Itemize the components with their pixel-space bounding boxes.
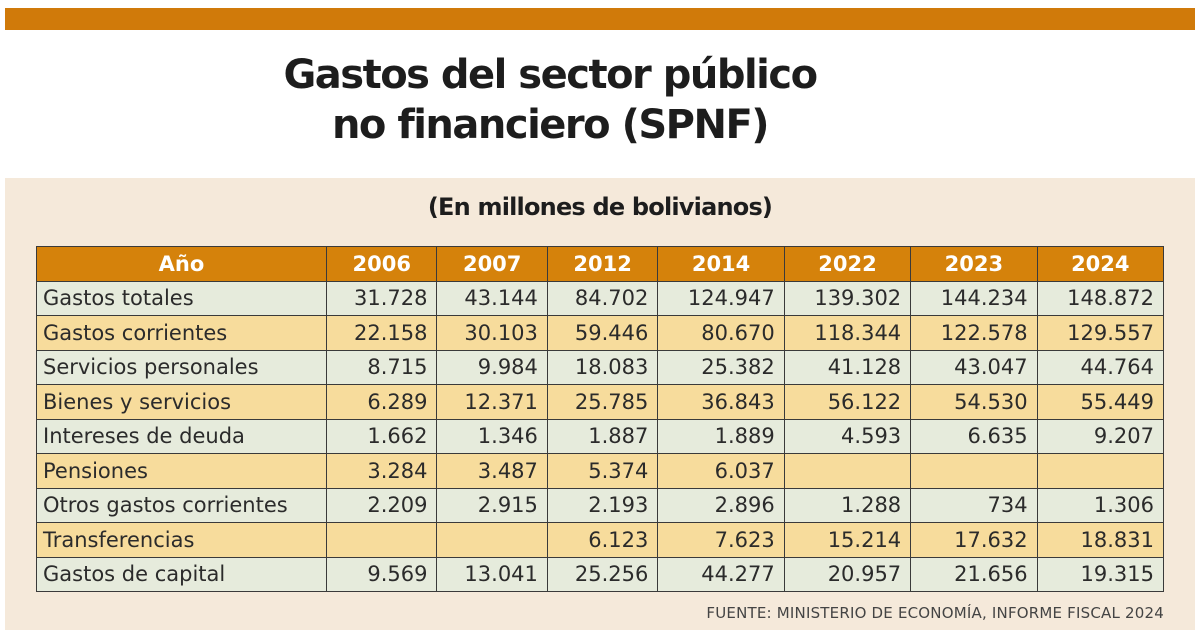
value-cell: 3.284 <box>325 453 438 489</box>
value-cell: 15.214 <box>783 522 912 558</box>
header-row: Año 2006 2007 2012 2014 2022 2023 2024 <box>36 246 1165 282</box>
header-cell-year: 2023 <box>910 246 1038 282</box>
value-cell: 6.037 <box>657 453 785 489</box>
row-label: Gastos corrientes <box>36 315 327 351</box>
value-cell: 124.947 <box>657 280 785 316</box>
row-label: Pensiones <box>36 453 327 489</box>
value-cell: 54.530 <box>910 384 1038 420</box>
row-label: Gastos de capital <box>36 556 327 592</box>
value-cell: 17.632 <box>910 522 1038 558</box>
title-line-2: no financiero (SPNF) <box>331 102 770 148</box>
value-cell: 31.728 <box>325 280 438 316</box>
value-cell: 25.382 <box>657 349 785 385</box>
value-cell: 4.593 <box>783 418 912 454</box>
value-cell: 1.346 <box>436 418 548 454</box>
value-cell: 6.123 <box>546 522 659 558</box>
row-label: Intereses de deuda <box>36 418 327 454</box>
table-row: Bienes y servicios 6.289 12.371 25.785 36.84… <box>36 384 1165 420</box>
value-cell: 139.302 <box>783 280 912 316</box>
value-cell: 55.449 <box>1036 384 1165 420</box>
value-cell: 19.315 <box>1036 556 1165 592</box>
value-cell: 1.889 <box>657 418 785 454</box>
value-cell: 20.957 <box>783 556 912 592</box>
value-cell: 2.209 <box>325 487 438 523</box>
value-cell: 25.785 <box>546 384 659 420</box>
header-cell-year: 2007 <box>436 246 548 282</box>
table-row: Gastos de capital 9.569 13.041 25.256 44.277… <box>36 556 1165 592</box>
value-cell: 41.128 <box>783 349 912 385</box>
table-row: Intereses de deuda 1.662 1.346 1.887 1.889 4.… <box>36 418 1165 454</box>
table-row: Gastos totales 31.728 43.144 84.702 124.947 1… <box>36 280 1165 316</box>
value-cell: 18.083 <box>546 349 659 385</box>
header-cell-label: Año <box>36 246 327 282</box>
value-cell: 3.487 <box>436 453 548 489</box>
value-cell: 8.715 <box>325 349 438 385</box>
value-cell: 118.344 <box>783 315 912 351</box>
table-row: Servicios personales 8.715 9.984 18.083 25.3… <box>36 349 1165 385</box>
value-cell: 1.662 <box>325 418 438 454</box>
header-cell-year: 2014 <box>657 246 785 282</box>
value-cell: 18.831 <box>1036 522 1165 558</box>
value-cell <box>1036 453 1165 489</box>
value-cell: 59.446 <box>546 315 659 351</box>
value-cell: 1.288 <box>783 487 912 523</box>
value-cell: 2.915 <box>436 487 548 523</box>
value-cell: 148.872 <box>1036 280 1165 316</box>
value-cell: 43.144 <box>436 280 548 316</box>
value-cell: 36.843 <box>657 384 785 420</box>
table-row: Gastos corrientes 22.158 30.103 59.446 80.67… <box>36 315 1165 351</box>
value-cell: 5.374 <box>546 453 659 489</box>
value-cell: 21.656 <box>910 556 1038 592</box>
value-cell: 129.557 <box>1036 315 1165 351</box>
value-cell: 25.256 <box>546 556 659 592</box>
value-cell: 12.371 <box>436 384 548 420</box>
value-cell: 6.289 <box>325 384 438 420</box>
value-cell: 56.122 <box>783 384 912 420</box>
row-label: Bienes y servicios <box>36 384 327 420</box>
value-cell: 1.887 <box>546 418 659 454</box>
header-cell-year: 2012 <box>546 246 659 282</box>
value-cell <box>325 522 438 558</box>
source-note: FUENTE: MINISTERIO DE ECONOMÍA, INFORME … <box>706 604 1164 622</box>
row-label: Gastos totales <box>36 280 327 316</box>
value-cell: 80.670 <box>657 315 785 351</box>
value-cell: 30.103 <box>436 315 548 351</box>
value-cell: 44.277 <box>657 556 785 592</box>
table-row: Pensiones 3.284 3.487 5.374 6.037 <box>36 453 1165 489</box>
value-cell <box>910 453 1038 489</box>
value-cell: 9.207 <box>1036 418 1165 454</box>
value-cell: 2.896 <box>657 487 785 523</box>
value-cell: 1.306 <box>1036 487 1165 523</box>
value-cell: 22.158 <box>325 315 438 351</box>
row-label: Otros gastos corrientes <box>36 487 327 523</box>
row-label: Transferencias <box>36 522 327 558</box>
accent-bar <box>5 8 1195 30</box>
value-cell: 6.635 <box>910 418 1038 454</box>
header-cell-year: 2006 <box>325 246 438 282</box>
value-cell: 43.047 <box>910 349 1038 385</box>
value-cell: 9.569 <box>325 556 438 592</box>
title-line-1: Gastos del sector público <box>283 52 818 98</box>
row-label: Servicios personales <box>36 349 327 385</box>
value-cell: 7.623 <box>657 522 785 558</box>
value-cell: 734 <box>910 487 1038 523</box>
value-cell <box>436 522 548 558</box>
data-table: Año 2006 2007 2012 2014 2022 2023 2024 Gastos t… <box>36 246 1165 592</box>
header-cell-year: 2022 <box>783 246 912 282</box>
value-cell: 13.041 <box>436 556 548 592</box>
value-cell: 122.578 <box>910 315 1038 351</box>
value-cell: 9.984 <box>436 349 548 385</box>
table-row: Transferencias 6.123 7.623 15.214 17.632 18.8… <box>36 522 1165 558</box>
chart-subtitle: (En millones de bolivianos) <box>427 193 773 221</box>
value-cell: 2.193 <box>546 487 659 523</box>
value-cell: 144.234 <box>910 280 1038 316</box>
value-cell <box>783 453 912 489</box>
table-row: Otros gastos corrientes 2.209 2.915 2.193 2.… <box>36 487 1165 523</box>
value-cell: 84.702 <box>546 280 659 316</box>
chart-title: Gastos del sector público no financiero … <box>0 50 1100 150</box>
value-cell: 44.764 <box>1036 349 1165 385</box>
header-cell-year: 2024 <box>1036 246 1165 282</box>
